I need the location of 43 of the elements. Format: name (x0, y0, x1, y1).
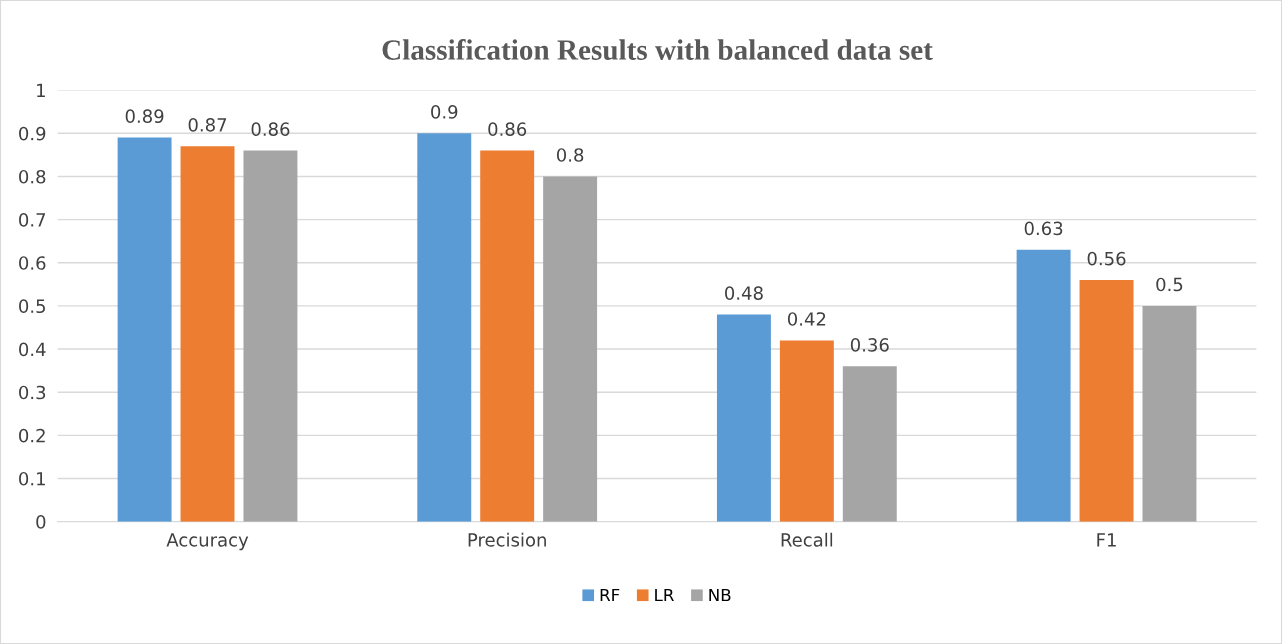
bar (480, 150, 535, 522)
data-label: 0.56 (1087, 251, 1126, 266)
y-tick-label: 0.4 (19, 342, 46, 357)
data-label: 0.63 (1024, 221, 1063, 236)
data-label: 0.86 (251, 122, 290, 136)
bar (1016, 249, 1071, 522)
legend-label: LR (655, 588, 674, 602)
bar (716, 314, 771, 522)
y-tick-label: 0.3 (19, 385, 46, 400)
data-label: 0.42 (787, 312, 826, 326)
x-tick-label: Accuracy (166, 533, 249, 551)
y-tick-label: 0.5 (19, 299, 45, 314)
bar (243, 150, 298, 522)
bar (842, 366, 897, 522)
bar (1079, 280, 1134, 522)
bar (417, 133, 472, 522)
data-label: 0.8 (556, 148, 584, 162)
data-label: 0.48 (725, 286, 763, 300)
y-tick-label: 0.1 (19, 471, 45, 486)
bar (117, 137, 172, 522)
y-tick-label: 0.6 (19, 256, 46, 270)
chart-title: Classification Results with balanced data set (382, 39, 933, 60)
data-label: 0.36 (850, 338, 889, 352)
data-label: 0.86 (488, 122, 527, 136)
legend-label: RF (600, 588, 620, 602)
x-tick-label: Recall (781, 532, 833, 547)
bar (543, 176, 598, 522)
bar (1142, 305, 1197, 522)
data-label: 0.9 (431, 105, 458, 119)
x-tick-label: Precision (468, 532, 546, 547)
legend-label: NB (709, 588, 731, 602)
data-label: 0.87 (188, 117, 227, 132)
y-tick-label: 0.7 (19, 213, 46, 227)
x-tick-label: F1 (1097, 533, 1116, 547)
data-label: 0.89 (125, 109, 164, 124)
y-tick-label: 0.2 (19, 428, 45, 443)
data-label: 0.5 (1156, 277, 1183, 292)
y-tick-label: 0.9 (19, 126, 46, 141)
y-tick-label: 0 (36, 515, 46, 529)
y-tick-label: 1 (37, 83, 45, 98)
bar (779, 340, 834, 522)
bar (180, 146, 235, 522)
y-tick-label: 0.8 (19, 169, 46, 184)
